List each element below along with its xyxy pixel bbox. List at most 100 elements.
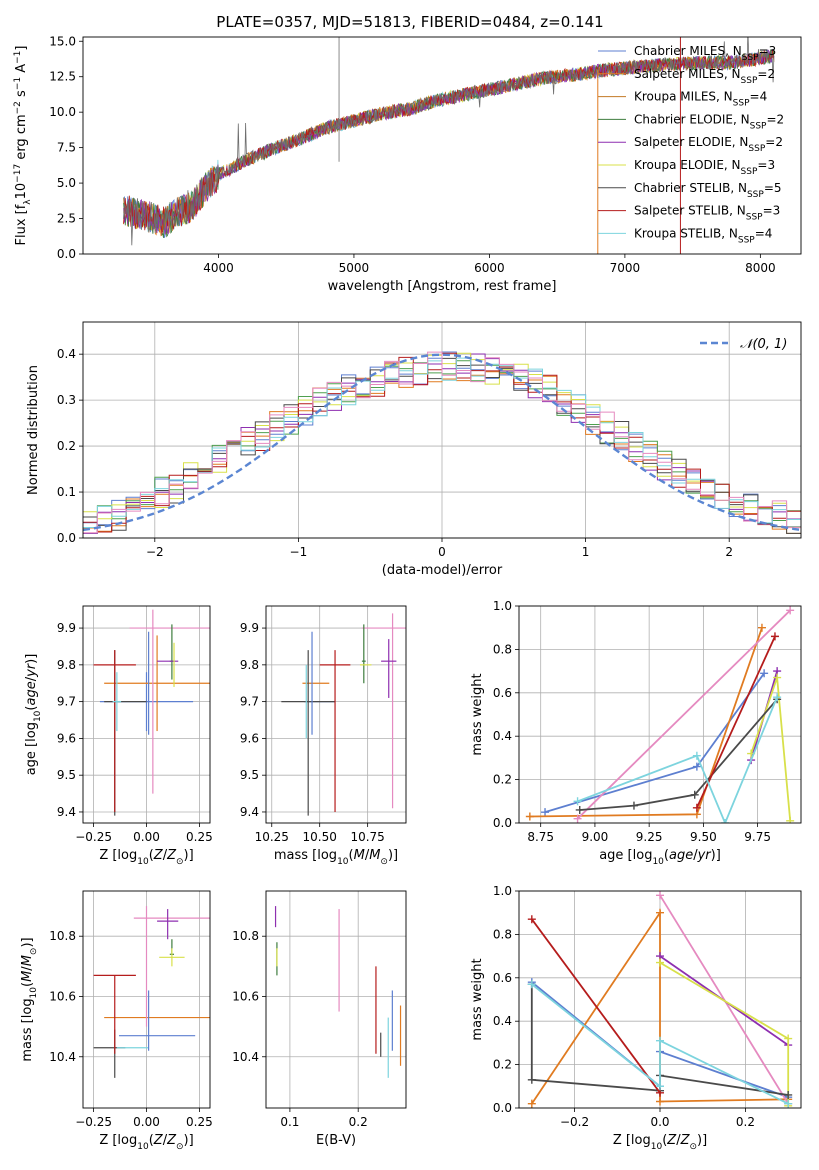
label-part: ( [149, 1133, 154, 1148]
axes-frame [265, 890, 407, 1109]
x-tick-label: 0.00 [133, 830, 160, 844]
ticks: 10.25 10.50 10.75 9.4 9.5 9.6 9.7 9.8 9.9 [240, 621, 385, 844]
y-tick-label: 15.0 [49, 34, 76, 48]
label-part: / [693, 848, 698, 863]
x-axis-label: (data-model)/error [382, 563, 503, 578]
label-part: ( [24, 706, 39, 711]
label-part: A [14, 64, 29, 77]
axes-spectrum: 4000 5000 6000 7000 8000 0.0 2.5 5.0 7.5 10.0 12.5… [13, 34, 802, 294]
plot-area [527, 891, 793, 1108]
weight-marker [786, 606, 795, 615]
label-part: Z [log [613, 1133, 651, 1148]
label-part: ⊙ [380, 857, 388, 867]
ticks: 4000 5000 6000 7000 8000 0.0 2.5 5.0 7.5 10.0 12.5… [49, 34, 775, 275]
label-part: Z [666, 1133, 677, 1148]
y-tick-label: 10.0 [49, 105, 76, 119]
axes-frame [82, 605, 211, 824]
label-part: SSP [746, 213, 763, 223]
weight-marker [786, 816, 795, 823]
legend-label: Kroupa MILES, NSSP=4 [634, 90, 767, 109]
axes-frame [82, 36, 802, 255]
plot-area [93, 609, 210, 816]
label-part: SSP [742, 53, 759, 63]
weight-series-5 [579, 698, 778, 811]
y-tick-label: 10.6 [49, 989, 76, 1003]
y-tick-label: 9.7 [240, 695, 259, 709]
x-tick-label: 2 [725, 545, 733, 559]
legend-label: 𝒩(0, 1) [740, 337, 787, 352]
y-axis-label: mass weight [470, 673, 485, 755]
label-part: =4 [750, 90, 768, 104]
y-tick-label: 0.0 [493, 1101, 512, 1115]
label-part: SSP [741, 167, 758, 177]
axes-frame [265, 605, 407, 824]
label-part: 10 [137, 1142, 149, 1152]
weight-marker [692, 762, 701, 771]
legend-label: Kroupa STELIB, NSSP=4 [634, 226, 772, 245]
label-part: =5 [764, 181, 782, 195]
label-part: s [14, 90, 29, 101]
label-part: M [20, 971, 35, 982]
label-part: )] [184, 848, 194, 863]
x-tick-label: 10.75 [350, 830, 384, 844]
label-part: =3 [763, 204, 781, 218]
ticks: −0.25 0.00 0.25 10.4 10.6 10.8 [49, 929, 212, 1129]
x-tick-label: 10.50 [303, 830, 337, 844]
label-part: age [24, 681, 39, 705]
weight-marker [525, 812, 534, 821]
label-part: yr [24, 662, 39, 678]
weight-marker [773, 693, 782, 702]
y-axis-label: mass weight [470, 958, 485, 1040]
label-part: )] [697, 1133, 707, 1148]
chart-title: PLATE=0357, MJD=51813, FIBERID=0484, z=0… [216, 13, 603, 31]
weight-marker [527, 980, 536, 989]
weight-marker [784, 1034, 793, 1043]
weight-marker [692, 803, 701, 812]
y-tick-label: 0.1 [57, 485, 76, 499]
weight-marker [773, 673, 782, 682]
grid [266, 606, 406, 823]
label-part: ( [349, 848, 354, 863]
weight-series-4 [750, 677, 792, 821]
label-part: / [163, 1133, 168, 1148]
label-part: SSP [733, 99, 750, 109]
label-part: Z [153, 848, 164, 863]
label-part: / [20, 966, 35, 971]
y-tick-label: 0.6 [493, 971, 512, 985]
label-part: Z [680, 1133, 691, 1148]
axes-frame [82, 321, 802, 539]
ticks: 8.75 9.00 9.25 9.50 9.75 0.0 0.2 0.4 0.6 0.8 1.0 [493, 599, 771, 844]
weight-marker [541, 808, 550, 817]
x-tick-label: 0.25 [186, 830, 213, 844]
weight-marker [573, 814, 582, 823]
plot-area [83, 351, 801, 534]
label-part: 10 [651, 1142, 663, 1152]
y-tick-label: 0.4 [57, 347, 76, 361]
y-tick-label: 0.0 [57, 531, 76, 545]
x-tick-label: 0.2 [349, 1115, 368, 1129]
label-part: )] [24, 654, 39, 664]
label-part: λ [23, 199, 33, 205]
legend-label: Chabrier MILES, NSSP=3 [634, 44, 776, 63]
y-tick-label: 10.8 [232, 929, 259, 943]
y-tick-label: 9.5 [57, 768, 76, 782]
label-part: wavelength [Angstrom, rest frame] [328, 279, 557, 294]
axes-frame [518, 605, 802, 824]
label-part: SSP [741, 76, 758, 86]
y-tick-label: 0.4 [493, 1014, 512, 1028]
legend-label: Salpeter ELODIE, NSSP=2 [634, 135, 783, 154]
label-part: Salpeter MILES, N [634, 67, 741, 81]
label-part: Z [166, 1133, 177, 1148]
x-tick-label: −2 [146, 545, 164, 559]
label-part: ⊙ [29, 948, 39, 956]
y-tick-label: 9.4 [57, 805, 76, 819]
x-tick-label: 9.75 [744, 830, 771, 844]
label-part: ⊙ [176, 857, 184, 867]
label-part: 10 [33, 710, 43, 722]
weight-marker [692, 751, 701, 760]
label-part: Salpeter ELODIE, N [634, 135, 748, 149]
weight-series-1 [529, 627, 763, 818]
label-part: / [365, 848, 370, 863]
legend-label: Salpeter STELIB, NSSP=3 [634, 204, 780, 223]
